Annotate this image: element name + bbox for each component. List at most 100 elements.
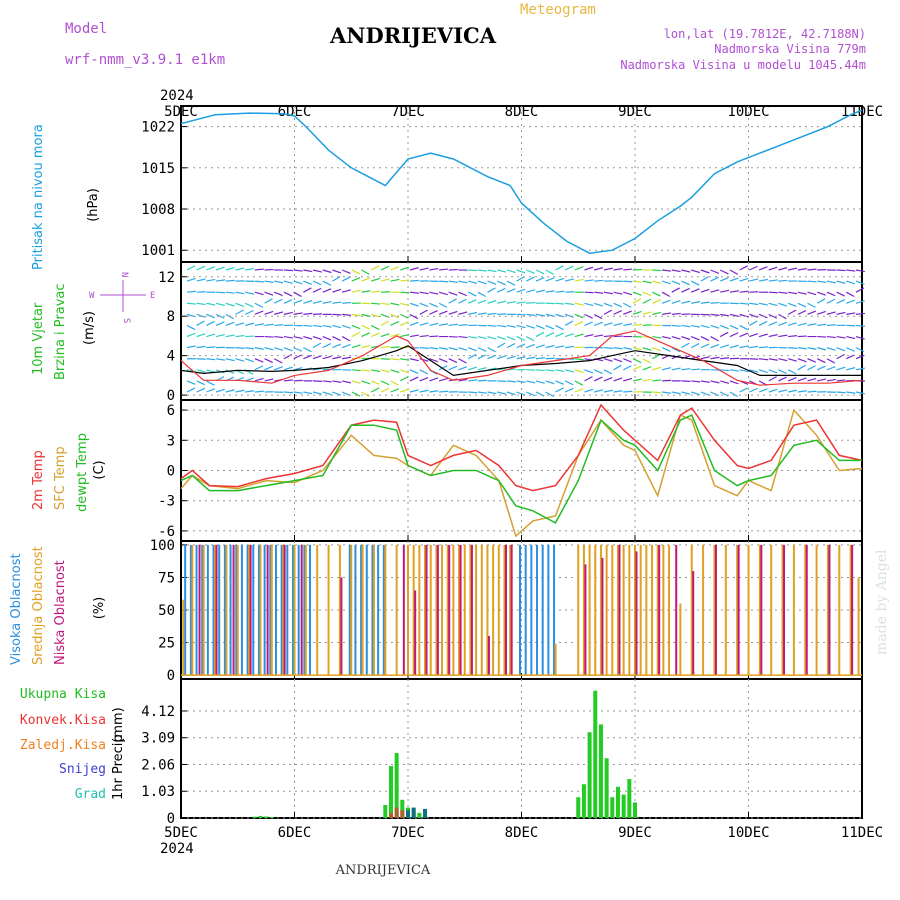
wind-arrow: [574, 333, 584, 338]
wind-arrow: [244, 358, 254, 363]
wind-arrow: [235, 334, 245, 338]
wind-arrow: [700, 313, 710, 316]
wind-arrow: [826, 335, 836, 339]
wind-arrow: [758, 369, 768, 374]
wind-arrow: [322, 280, 332, 286]
wind-arrow: [312, 280, 322, 286]
wind-arrow: [419, 369, 428, 375]
wind-arrow: [400, 376, 409, 382]
wind-arrow: [778, 291, 788, 294]
rain-total-bar: [610, 797, 615, 818]
wind-arrow: [749, 333, 759, 338]
precip-legend-item: Grad: [75, 787, 106, 802]
wind-arrow: [739, 332, 749, 338]
rain-total-bar: [252, 816, 257, 818]
wind-arrow: [322, 324, 332, 328]
wind-arrow: [535, 357, 546, 360]
wind-arrow: [293, 299, 303, 304]
wind-arrow: [855, 347, 865, 353]
wind-arrow: [836, 391, 846, 394]
wind-arrow: [361, 290, 371, 293]
wind-arrow: [400, 291, 410, 294]
wind-arrow: [419, 267, 429, 271]
wind-arrow: [390, 380, 399, 386]
wind-arrow: [235, 358, 245, 362]
cloud-label-1: Visoka Oblacnost: [9, 553, 24, 665]
y-tick-label: 1015: [141, 161, 175, 177]
wind-arrow: [283, 280, 293, 284]
wind-arrow: [390, 266, 400, 271]
y-tick-label: 1001: [141, 243, 175, 259]
wind-arrow: [409, 376, 419, 382]
wind-arrow: [390, 346, 400, 349]
wind-arrow: [467, 299, 477, 304]
wind-arrow: [332, 301, 342, 304]
year-top: 2024: [160, 88, 194, 104]
wind-arrow: [526, 380, 536, 384]
wind-arrow: [594, 321, 603, 327]
wind-arrow: [380, 278, 390, 282]
wind-arrow: [584, 321, 594, 327]
wind-arrow: [254, 323, 264, 327]
wind-arrow: [206, 320, 215, 326]
wind-arrow: [768, 302, 778, 307]
panel-temp: 6 3 0 -3 -6: [158, 399, 863, 542]
wind-arrow: [855, 287, 865, 293]
wind-arrow: [400, 369, 409, 374]
wind-arrow: [729, 369, 739, 372]
wind-arrow: [361, 332, 370, 338]
panel-wind: 12 8 4 0: [158, 261, 866, 404]
rain-total-bar: [269, 816, 274, 818]
wind-arrow: [351, 344, 361, 349]
wind-arrow: [690, 280, 700, 286]
wind-arrow: [700, 324, 710, 329]
wind-arrow: [429, 347, 439, 350]
wind-arrow: [293, 312, 303, 315]
wind-arrow: [855, 280, 865, 285]
rain-total-bar: [388, 766, 393, 818]
wind-arrow: [439, 390, 449, 393]
wind-arrow: [400, 388, 410, 393]
wind-arrow: [535, 331, 545, 338]
wind-arrow: [749, 320, 758, 326]
wind-arrow: [380, 387, 390, 393]
wind-arrow: [283, 291, 293, 297]
wind-arrow: [826, 291, 836, 297]
wind-arrow: [400, 334, 410, 338]
wind-arrow: [380, 320, 390, 326]
rain-total-bar: [593, 690, 598, 818]
wind-arrow: [283, 311, 293, 315]
wind-arrow: [855, 367, 865, 371]
wind-arrow: [516, 336, 526, 341]
wind-arrow: [720, 380, 730, 384]
convective-rain-bar: [388, 812, 393, 818]
wind-arrow: [817, 347, 827, 351]
wind-arrow: [739, 345, 749, 349]
wind-arrow: [797, 322, 807, 327]
wind-arrow: [206, 380, 215, 386]
wind-arrow: [312, 355, 322, 360]
wind-arrow: [826, 311, 836, 315]
wind-arrow: [341, 343, 351, 349]
wind-arrow: [594, 267, 604, 271]
wind-arrow: [245, 390, 255, 393]
wind-arrow: [351, 276, 361, 282]
wind-arrow: [642, 324, 652, 327]
y-tick-label: 100: [150, 538, 175, 554]
wind-arrow: [458, 291, 468, 297]
wind-arrow: [817, 291, 826, 296]
wind-arrow: [438, 323, 449, 327]
wind-arrow: [235, 291, 245, 295]
wind-arrow: [700, 391, 710, 396]
wind-arrow: [206, 346, 216, 349]
wind-arrow: [613, 377, 623, 382]
wind-arrow: [322, 269, 332, 274]
wind-arrow: [196, 345, 206, 349]
wind-arrow: [196, 369, 206, 373]
wind-arrow: [758, 346, 769, 349]
y-tick-label: 50: [158, 603, 175, 619]
y-tick-label: 4: [167, 349, 175, 365]
wind-arrow: [710, 301, 720, 304]
wind-arrow: [768, 321, 778, 327]
wind-arrow: [729, 313, 739, 317]
